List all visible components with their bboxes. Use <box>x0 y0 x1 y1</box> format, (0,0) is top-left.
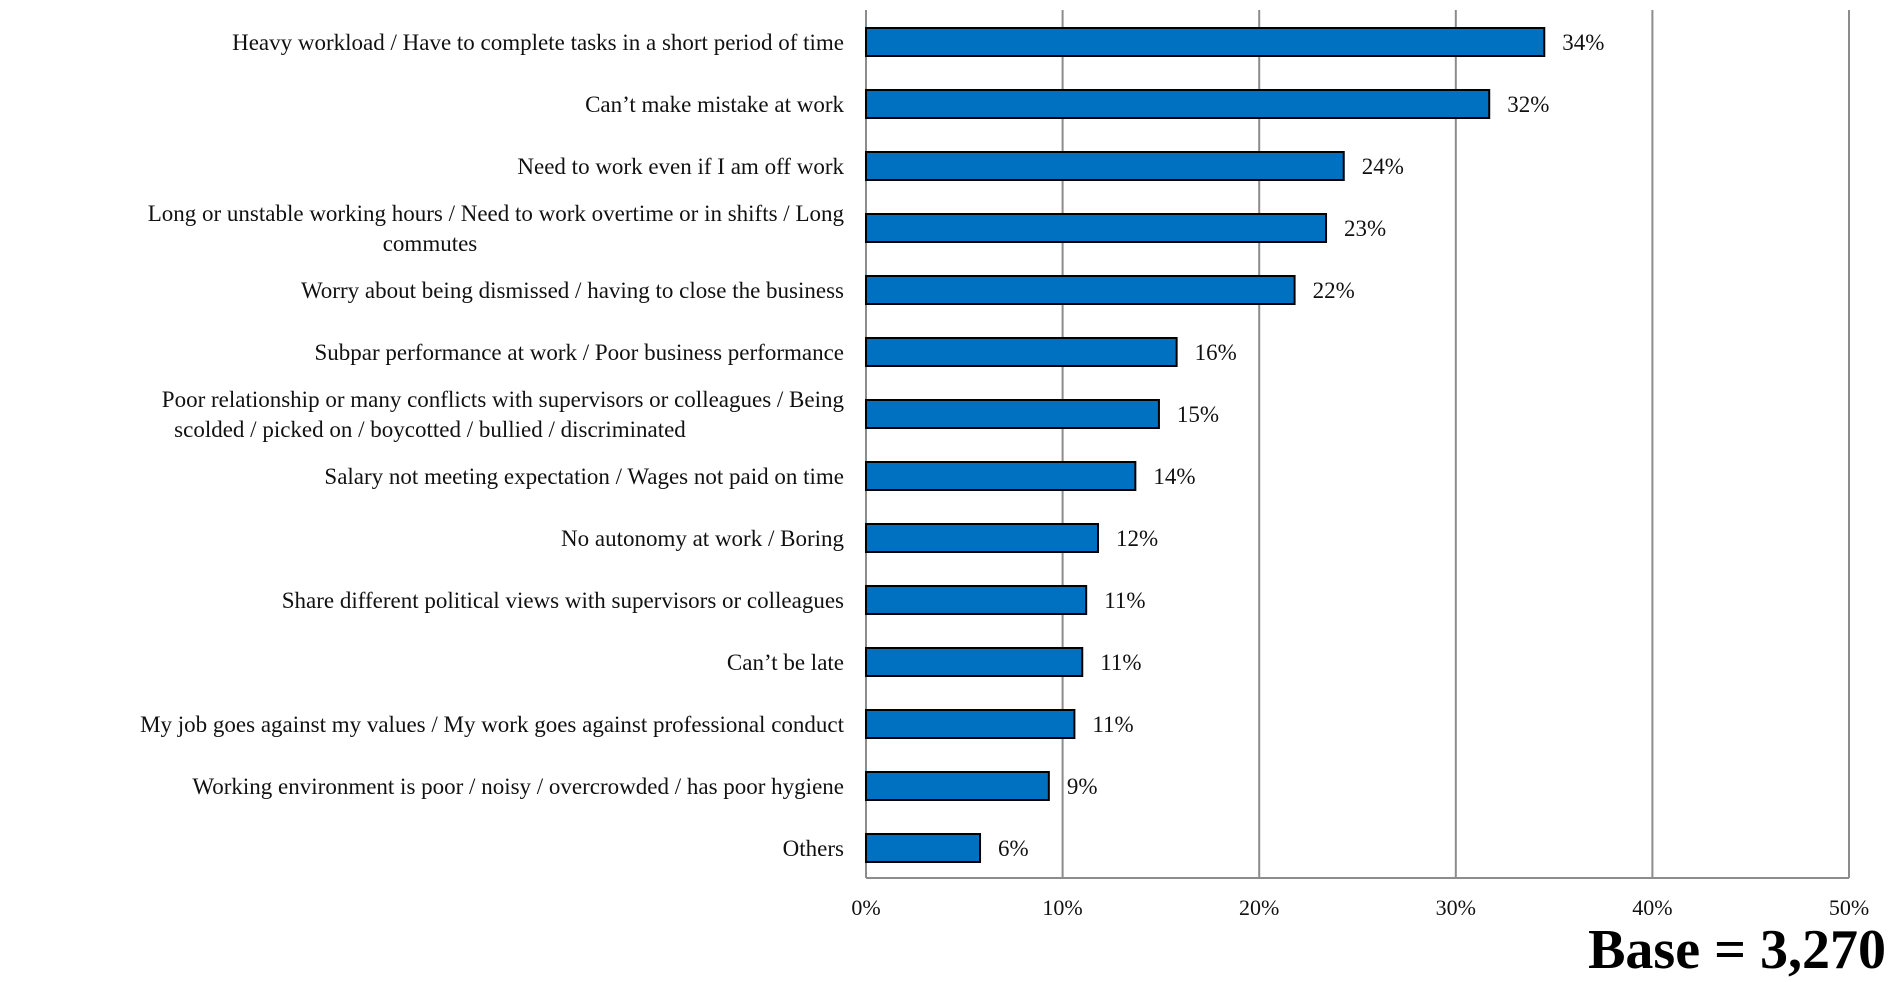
bar <box>865 585 1088 615</box>
bar <box>865 461 1137 491</box>
bar <box>865 275 1296 305</box>
value-labels: 34% 32% 24% 23% 22% 16% 15% 14% 12% 11% 11% 11% 9% 6% <box>998 30 1604 861</box>
category-label: Can’t be late <box>727 650 844 675</box>
category-label: Need to work even if I am off work <box>517 154 844 179</box>
data-label: 14% <box>1153 464 1195 489</box>
bar <box>865 647 1084 677</box>
bar <box>865 709 1076 739</box>
data-label: 12% <box>1116 526 1158 551</box>
bar <box>865 213 1328 243</box>
bar <box>865 89 1491 119</box>
data-label: 11% <box>1104 588 1145 613</box>
data-label: 6% <box>998 836 1029 861</box>
bar <box>865 337 1178 367</box>
category-label: Poor relationship or many conflicts with… <box>162 387 845 412</box>
data-label: 16% <box>1195 340 1237 365</box>
bar <box>865 523 1099 553</box>
x-tick-label: 0% <box>851 895 880 920</box>
x-tick-label: 30% <box>1436 895 1476 920</box>
category-label: commutes <box>383 231 478 256</box>
data-label: 32% <box>1507 92 1549 117</box>
data-label: 15% <box>1177 402 1219 427</box>
data-label: 9% <box>1067 774 1098 799</box>
x-tick-label: 40% <box>1632 895 1672 920</box>
data-label: 11% <box>1100 650 1141 675</box>
category-label: Working environment is poor / noisy / ov… <box>192 774 844 799</box>
category-label: Others <box>783 836 844 861</box>
category-label: Subpar performance at work / Poor busine… <box>315 340 844 365</box>
bar <box>865 27 1546 57</box>
data-label: 24% <box>1362 154 1404 179</box>
gridlines <box>865 10 1850 879</box>
bar <box>865 771 1050 801</box>
category-labels: Heavy workload / Have to complete tasks … <box>140 30 845 861</box>
x-axis-ticks: 0% 10% 20% 30% 40% 50% <box>851 895 1869 920</box>
base-note: Base = 3,270 <box>1588 919 1886 981</box>
data-label: 34% <box>1562 30 1604 55</box>
bar <box>865 833 982 863</box>
data-label: 23% <box>1344 216 1386 241</box>
category-label: Salary not meeting expectation / Wages n… <box>324 464 844 489</box>
category-label: scolded / picked on / boycotted / bullie… <box>174 417 686 442</box>
x-tick-label: 20% <box>1239 895 1279 920</box>
category-label: Can’t make mistake at work <box>585 92 844 117</box>
category-label: My job goes against my values / My work … <box>140 712 845 737</box>
category-label: Worry about being dismissed / having to … <box>301 278 844 303</box>
x-tick-label: 50% <box>1829 895 1869 920</box>
category-label: Long or unstable working hours / Need to… <box>148 201 845 226</box>
category-label: Share different political views with sup… <box>282 588 844 613</box>
category-label: Heavy workload / Have to complete tasks … <box>232 30 844 55</box>
bars <box>865 27 1546 863</box>
bar <box>865 399 1160 429</box>
x-tick-label: 10% <box>1042 895 1082 920</box>
bar <box>865 151 1345 181</box>
category-label: No autonomy at work / Boring <box>561 526 844 551</box>
data-label: 22% <box>1313 278 1355 303</box>
data-label: 11% <box>1092 712 1133 737</box>
